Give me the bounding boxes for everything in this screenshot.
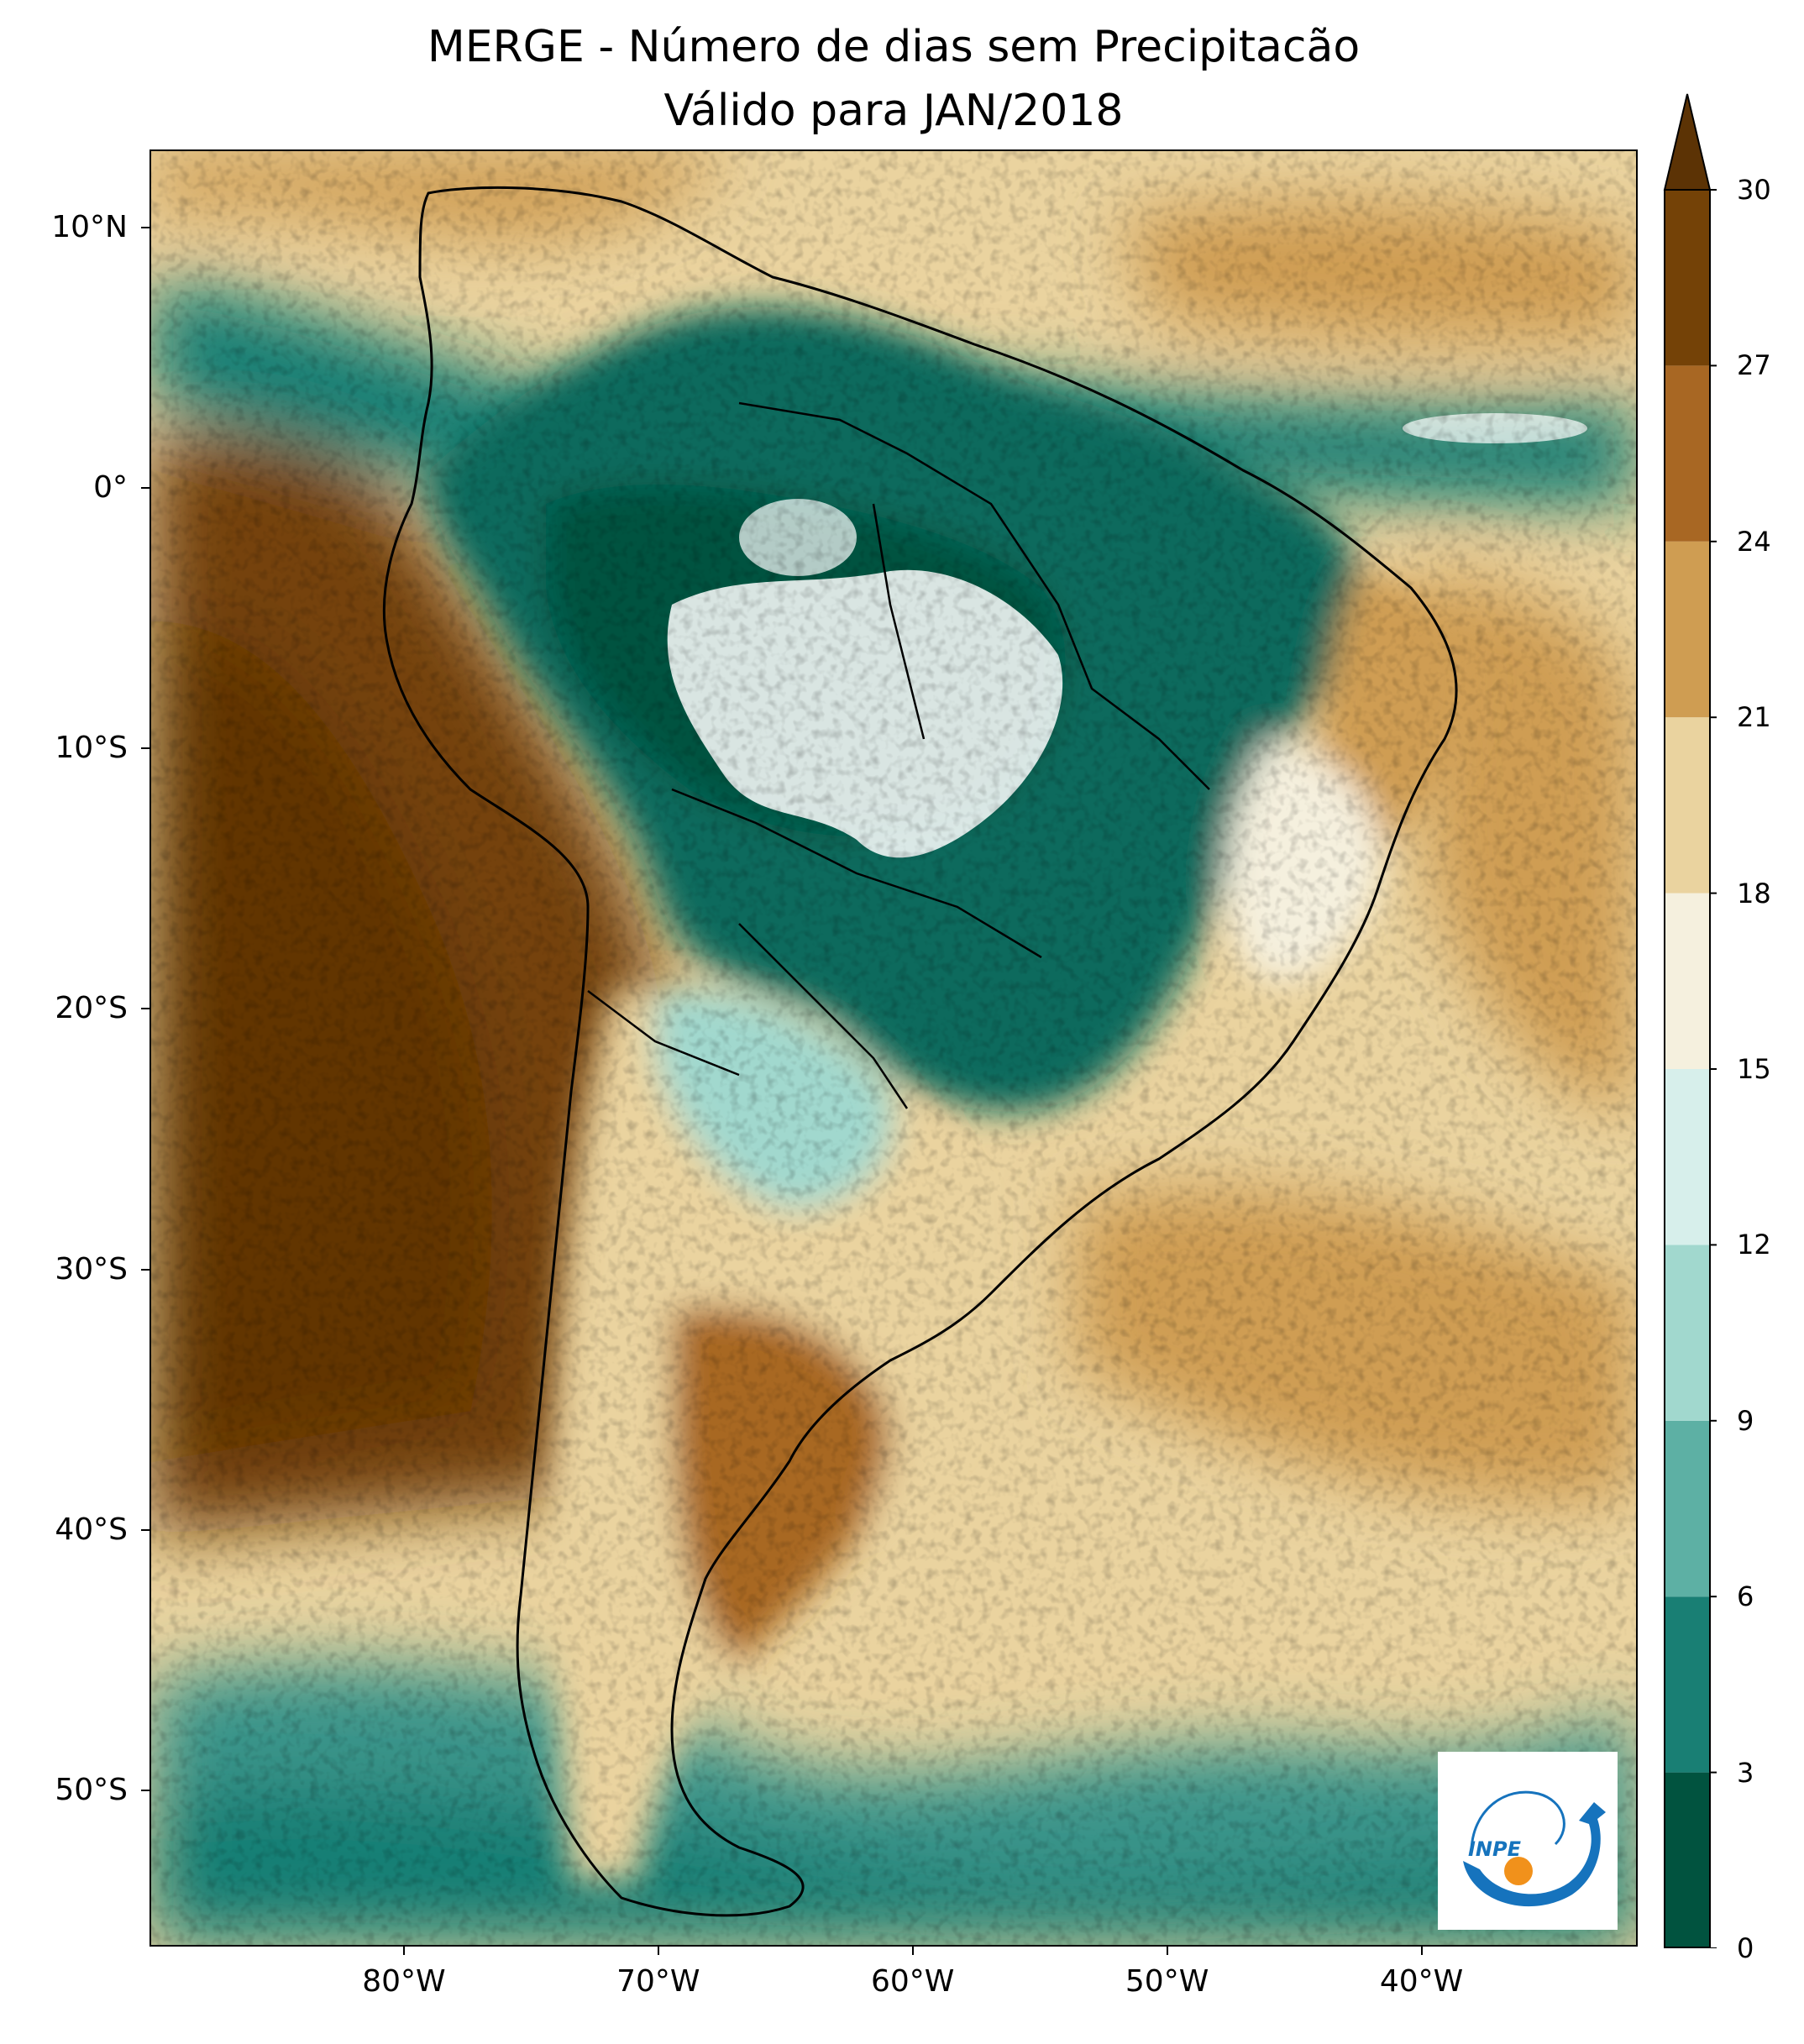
colorbar-tick-label: 30 (1737, 174, 1771, 206)
colorbar-tick-label: 15 (1737, 1053, 1771, 1085)
y-tick-label: 0° (93, 470, 128, 506)
x-tick-mark (657, 1947, 659, 1955)
x-tick-mark (402, 1947, 405, 1955)
y-tick-label: 40°S (55, 1512, 128, 1547)
inpe-logo-icon: INPE (1463, 1790, 1606, 1907)
colorbar-segment (1665, 1069, 1710, 1245)
colorbar-segment (1665, 190, 1710, 366)
inpe-logo: INPE (1438, 1752, 1618, 1930)
colorbar-tick-label: 12 (1737, 1229, 1771, 1261)
x-tick-label: 50°W (1125, 1964, 1209, 1999)
colorbar-segment (1665, 1596, 1710, 1773)
coastline (382, 186, 1458, 1917)
colorbar-tick-label: 27 (1737, 349, 1771, 382)
y-tick-mark (141, 1528, 149, 1531)
y-tick-label: 10°N (51, 210, 128, 245)
y-tick-mark (141, 227, 149, 229)
colorbar-segment (1665, 365, 1710, 542)
x-tick-label: 40°W (1379, 1964, 1464, 1999)
colorbar (1663, 93, 1717, 1948)
y-tick-label: 30°S (55, 1251, 128, 1287)
country-borders (587, 401, 1210, 1109)
map-subtitle: Válido para JAN/2018 (663, 86, 1124, 136)
x-tick-label: 80°W (362, 1964, 446, 1999)
colorbar-tick-label: 9 (1737, 1404, 1754, 1437)
y-tick-label: 20°S (55, 991, 128, 1026)
y-tick-mark (141, 1789, 149, 1791)
x-tick-mark (911, 1947, 914, 1955)
colorbar-extend-arrow (1663, 93, 1712, 191)
x-tick-label: 60°W (871, 1964, 955, 1999)
colorbar-segment (1665, 717, 1710, 894)
colorbar-segment (1665, 1245, 1710, 1421)
x-tick-label: 70°W (616, 1964, 700, 1999)
colorbar-segment (1665, 893, 1710, 1069)
map-panel (149, 149, 1638, 1947)
y-tick-mark (141, 487, 149, 490)
precipitation-map (151, 151, 1636, 1945)
map-title: MERGE - Número de dias sem Precipitacão (427, 22, 1361, 72)
colorbar-segment (1665, 541, 1710, 718)
x-tick-mark (1166, 1947, 1168, 1955)
colorbar-segment (1665, 1772, 1710, 1948)
y-tick-label: 50°S (55, 1772, 128, 1807)
x-tick-mark (1420, 1947, 1423, 1955)
y-tick-label: 10°S (55, 731, 128, 766)
inpe-logo-text: INPE (1468, 1837, 1522, 1861)
colorbar-tick-label: 0 (1737, 1932, 1754, 1964)
colorbar-tick-label: 18 (1737, 877, 1771, 909)
y-tick-mark (141, 747, 149, 750)
colorbar-tick-label: 6 (1737, 1580, 1754, 1613)
y-tick-mark (141, 1268, 149, 1271)
y-tick-mark (141, 1008, 149, 1010)
colorbar-tick-label: 3 (1737, 1756, 1754, 1789)
colorbar-tick-label: 21 (1737, 701, 1771, 734)
colorbar-segment (1665, 1420, 1710, 1597)
colorbar-tick-label: 24 (1737, 525, 1771, 558)
